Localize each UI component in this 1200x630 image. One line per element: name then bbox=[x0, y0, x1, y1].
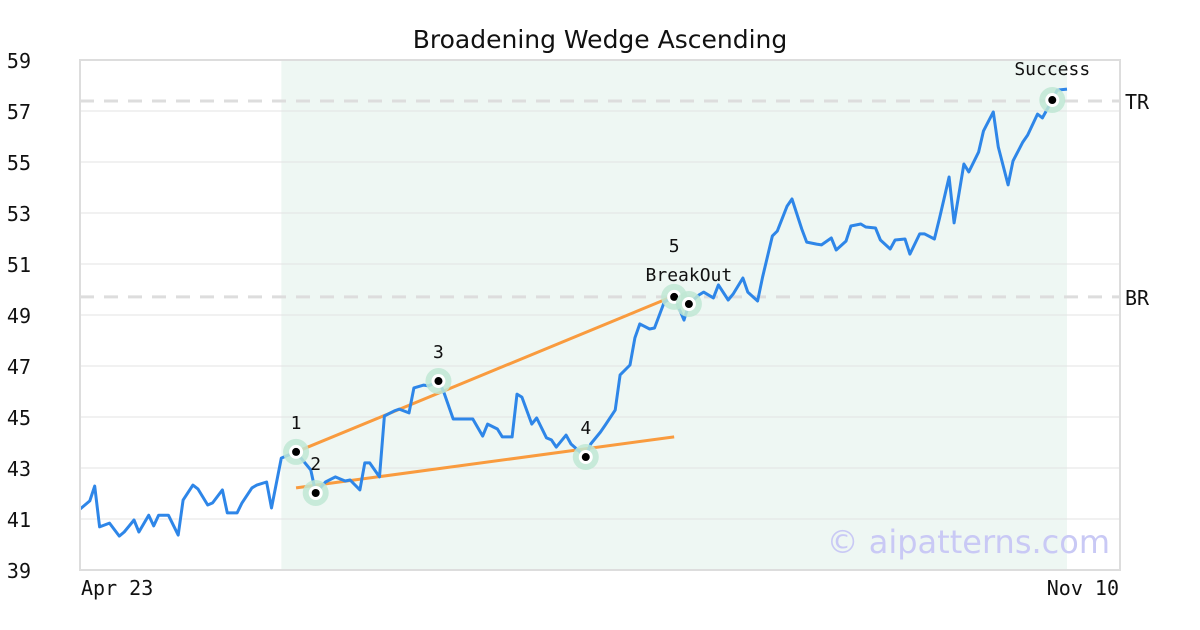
y-tick-label: 47 bbox=[7, 355, 31, 379]
marker-label: Success bbox=[1014, 59, 1090, 80]
pattern-point-3: 3 bbox=[425, 342, 452, 395]
trend-lines bbox=[295, 296, 675, 490]
marker-label: 3 bbox=[433, 342, 444, 363]
x-axis-ticks: Apr 23 Nov 10 bbox=[81, 576, 1119, 600]
marker-dot bbox=[1048, 96, 1057, 105]
pattern-point-breakout: BreakOut bbox=[646, 265, 733, 318]
reference-label-br: BR bbox=[1125, 286, 1150, 310]
reference-label-tr: TR bbox=[1125, 90, 1150, 114]
plot-frame bbox=[79, 59, 1121, 571]
marker-dot bbox=[311, 488, 320, 497]
grid-lines bbox=[80, 110, 1120, 520]
trend-line-upper bbox=[295, 296, 670, 454]
marker-dot bbox=[434, 377, 443, 386]
pattern-markers: 12 3 4 5 BreakOut Success bbox=[283, 59, 1090, 506]
y-tick-label: 51 bbox=[7, 253, 31, 277]
y-tick-label: 39 bbox=[7, 559, 31, 583]
y-tick-label: 49 bbox=[7, 304, 31, 328]
y-axis-ticks: 39 41 43 45 47 49 51 53 55 57 59 bbox=[7, 49, 31, 583]
marker-label: BreakOut bbox=[646, 265, 733, 286]
pattern-point-2: 2 bbox=[302, 454, 329, 506]
reference-lines: TR BR bbox=[80, 90, 1150, 310]
y-tick-label: 45 bbox=[7, 406, 31, 430]
marker-dot bbox=[581, 453, 590, 462]
marker-dot bbox=[292, 447, 301, 456]
chart-title: Broadening Wedge Ascending bbox=[413, 25, 788, 54]
pattern-point-4: 4 bbox=[572, 418, 599, 471]
watermark: © aipatterns.com bbox=[827, 523, 1110, 561]
pattern-point-1: 1 bbox=[283, 413, 310, 465]
marker-label: 5 bbox=[669, 236, 680, 257]
marker-dot bbox=[684, 300, 693, 309]
marker-label: 1 bbox=[291, 413, 302, 434]
y-tick-label: 55 bbox=[7, 151, 31, 175]
marker-dot bbox=[670, 292, 679, 301]
trend-line-lower bbox=[295, 435, 675, 490]
x-tick-label: Apr 23 bbox=[81, 576, 153, 600]
y-tick-label: 53 bbox=[7, 202, 31, 226]
y-tick-label: 43 bbox=[7, 457, 31, 481]
y-tick-label: 59 bbox=[7, 49, 31, 73]
pattern-point-success: Success bbox=[1014, 59, 1090, 114]
y-tick-label: 57 bbox=[7, 100, 31, 124]
marker-label: 2 bbox=[310, 454, 321, 475]
marker-label: 4 bbox=[580, 418, 591, 439]
price-line bbox=[79, 87, 1068, 538]
y-tick-label: 41 bbox=[7, 508, 31, 532]
x-tick-label: Nov 10 bbox=[1047, 576, 1119, 600]
